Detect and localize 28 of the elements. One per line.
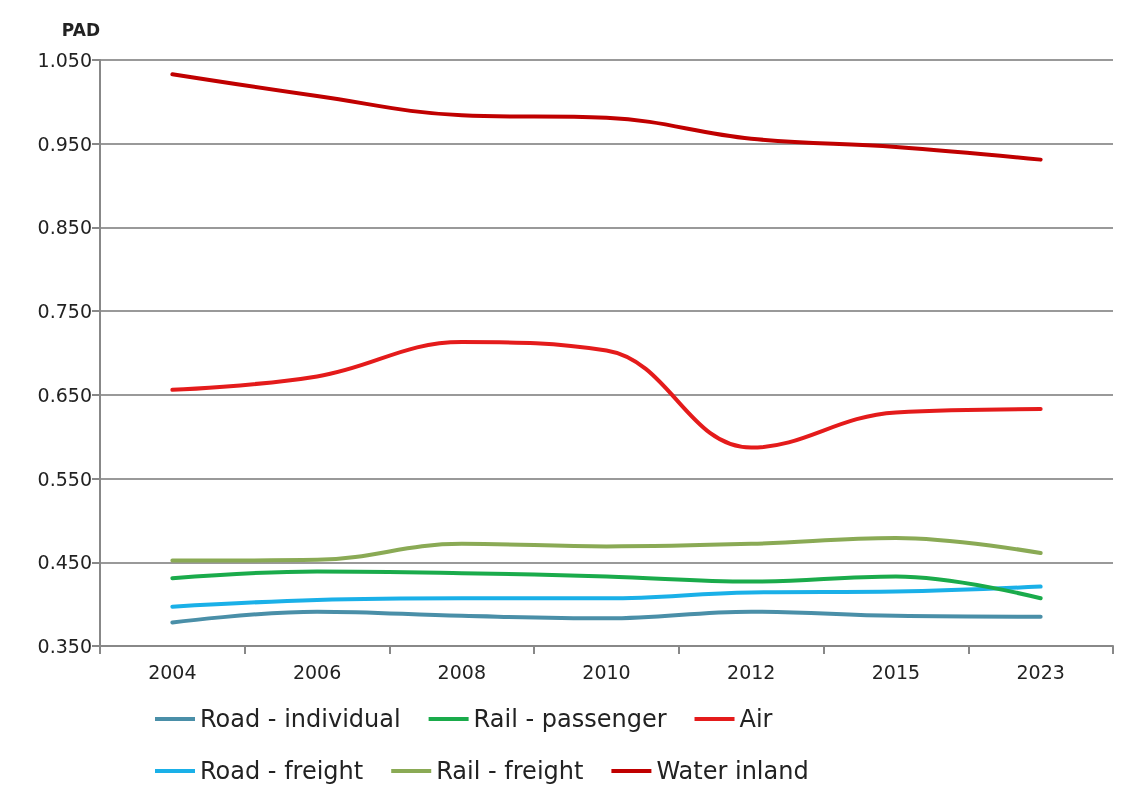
y-axis-title: PAD (61, 19, 100, 40)
legend-label: Rail - freight (436, 757, 584, 785)
x-tick-label: 2008 (437, 660, 486, 683)
line-series (170, 584, 1043, 609)
line-series (170, 569, 1043, 601)
line-series (170, 72, 1043, 162)
line-series (170, 340, 1043, 450)
line-series (170, 609, 1043, 625)
y-tick-label: 0.650 (37, 383, 92, 406)
y-tick-label: 0.550 (37, 467, 92, 490)
y-tick-label: 0.950 (37, 132, 92, 155)
x-tick-label: 2006 (292, 660, 342, 683)
y-tick-label: 0.850 (37, 216, 92, 239)
legend-label: Water inland (656, 757, 809, 785)
y-tick-label: 0.750 (37, 300, 92, 323)
legend-label: Air (739, 705, 773, 733)
x-tick-label: 2010 (582, 660, 631, 683)
legend-label: Rail - passenger (473, 705, 667, 733)
x-tick-label: 2015 (871, 660, 921, 683)
x-tick-label: 2004 (148, 660, 197, 683)
legend-label: Road - freight (200, 757, 364, 785)
legend-label: Road - individual (200, 705, 401, 733)
y-tick-label: 0.450 (37, 551, 92, 574)
line-series (170, 536, 1043, 563)
x-tick-label: 2012 (727, 660, 776, 683)
x-tick-label: 2023 (1016, 660, 1065, 683)
y-tick-label: 0.350 (37, 635, 92, 657)
y-tick-label: 1.050 (37, 49, 92, 71)
